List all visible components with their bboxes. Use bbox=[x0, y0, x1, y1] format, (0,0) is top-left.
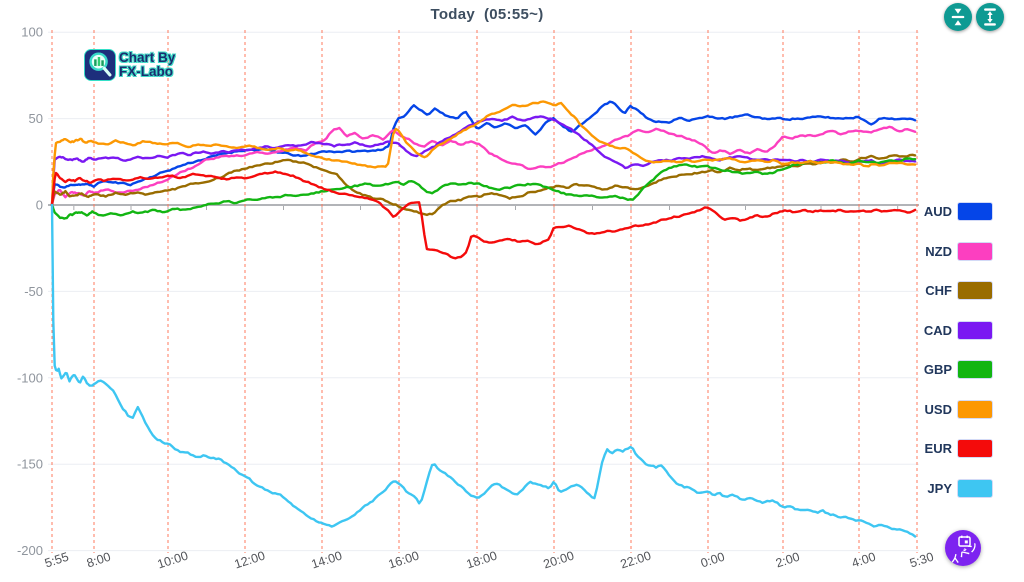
legend-label: CHF bbox=[925, 283, 952, 298]
x-axis-label: 18:00 bbox=[465, 549, 499, 572]
legend-label: USD bbox=[924, 401, 952, 417]
series-line-gbp[interactable] bbox=[50, 157, 917, 220]
legend-swatch bbox=[958, 479, 992, 497]
legend-item-chf[interactable]: CHF bbox=[902, 282, 992, 299]
x-axis-label: 20:00 bbox=[542, 549, 576, 572]
legend-label: NZD bbox=[925, 243, 952, 259]
y-axis-label: -50 bbox=[24, 284, 43, 299]
expand-vertical-button[interactable] bbox=[976, 3, 1004, 31]
legend-label: JPY bbox=[927, 480, 952, 496]
series-line-nzd[interactable] bbox=[50, 125, 917, 207]
legend-item-eur[interactable]: EUR bbox=[902, 440, 992, 457]
y-axis-label: -150 bbox=[17, 457, 43, 472]
x-axis-label: 2:00 bbox=[774, 550, 802, 571]
legend-swatch bbox=[958, 242, 992, 260]
series-line-aud[interactable] bbox=[50, 100, 917, 207]
series-line-eur[interactable] bbox=[50, 170, 917, 260]
legend-label: AUD bbox=[923, 204, 952, 219]
fx-labo-logo: Chart By FX-Labo bbox=[84, 49, 175, 81]
legend-item-cad[interactable]: CAD bbox=[902, 321, 992, 339]
magnifier-chart-icon bbox=[84, 49, 116, 81]
legend-swatch bbox=[958, 321, 992, 339]
compress-vertical-button[interactable] bbox=[944, 3, 972, 31]
legend-label: GBP bbox=[923, 362, 952, 377]
compress-vertical-icon bbox=[951, 8, 965, 26]
logo-text: Chart By FX-Labo bbox=[119, 49, 176, 79]
event-button[interactable]: イベン bbox=[945, 530, 981, 568]
series-line-cad[interactable] bbox=[50, 115, 917, 207]
x-axis-label: 5:55 bbox=[43, 550, 71, 571]
legend-item-usd[interactable]: USD bbox=[902, 400, 992, 418]
legend-swatch bbox=[958, 440, 992, 457]
expand-vertical-icon bbox=[984, 8, 996, 26]
legend-swatch bbox=[958, 203, 992, 220]
series-line-jpy[interactable] bbox=[50, 203, 917, 538]
series-line-usd[interactable] bbox=[50, 100, 917, 207]
y-axis-label: -200 bbox=[17, 543, 43, 558]
legend-label: CAD bbox=[923, 322, 952, 338]
legend-swatch bbox=[958, 400, 992, 418]
y-axis-label: -100 bbox=[17, 370, 43, 385]
legend-label: EUR bbox=[924, 441, 952, 456]
x-axis-label: 8:00 bbox=[85, 550, 113, 571]
x-axis-label: 14:00 bbox=[310, 549, 344, 572]
page-title: Today (05:55~) bbox=[430, 6, 544, 23]
legend-swatch bbox=[958, 282, 992, 299]
legend-item-gbp[interactable]: GBP bbox=[902, 361, 992, 378]
legend-item-aud[interactable]: AUD bbox=[902, 203, 992, 220]
x-axis-label: 22:00 bbox=[619, 549, 653, 572]
x-axis-label: 12:00 bbox=[233, 549, 267, 572]
legend-item-nzd[interactable]: NZD bbox=[902, 242, 992, 260]
legend: AUD NZD CHF CAD GBP USD EUR JPY bbox=[902, 203, 992, 497]
x-axis-label: 5:30 bbox=[908, 550, 936, 571]
x-axis-label: 10:00 bbox=[156, 549, 190, 572]
y-axis-label: 50 bbox=[29, 111, 43, 126]
series-line-chf[interactable] bbox=[50, 153, 917, 217]
legend-item-jpy[interactable]: JPY bbox=[902, 479, 992, 497]
x-axis-label: 4:00 bbox=[850, 550, 878, 571]
x-axis-label: 0:00 bbox=[699, 550, 727, 571]
chart-toolbar bbox=[944, 3, 1004, 31]
legend-swatch bbox=[958, 361, 992, 378]
y-axis-label: 0 bbox=[36, 198, 43, 213]
x-axis-label: 16:00 bbox=[387, 549, 421, 572]
calendar-icon bbox=[958, 535, 971, 547]
y-axis-label: 100 bbox=[21, 25, 43, 40]
